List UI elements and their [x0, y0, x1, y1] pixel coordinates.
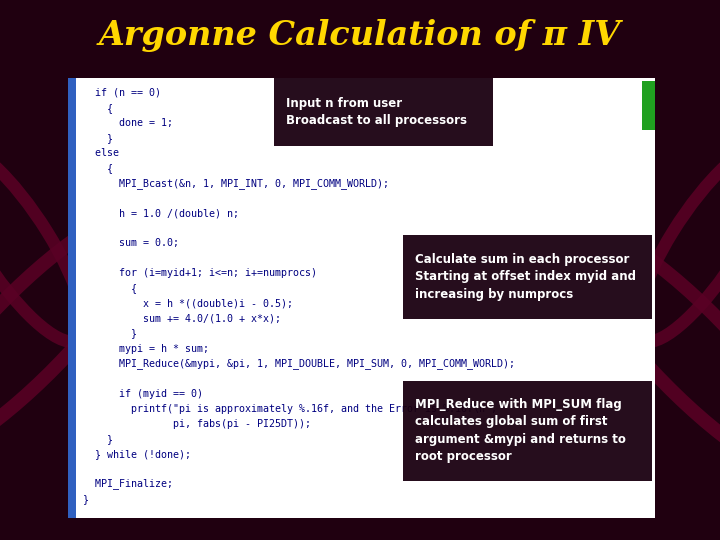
Text: Argonne Calculation of π IV: Argonne Calculation of π IV	[99, 18, 621, 52]
Text: else: else	[83, 148, 119, 158]
Text: pi, fabs(pi - PI25DT));: pi, fabs(pi - PI25DT));	[83, 419, 311, 429]
Text: MPI_Finalize;: MPI_Finalize;	[83, 478, 173, 489]
Text: }: }	[83, 494, 89, 504]
Text: } while (!done);: } while (!done);	[83, 449, 191, 459]
Text: sum = 0.0;: sum = 0.0;	[83, 238, 179, 248]
Text: x = h *((double)i - 0.5);: x = h *((double)i - 0.5);	[83, 299, 293, 308]
Text: done = 1;: done = 1;	[83, 118, 173, 128]
Text: mypi = h * sum;: mypi = h * sum;	[83, 343, 209, 354]
Text: if (n == 0): if (n == 0)	[83, 88, 161, 98]
Text: {: {	[83, 284, 137, 293]
Text: {: {	[83, 163, 113, 173]
FancyBboxPatch shape	[68, 78, 655, 518]
Text: sum += 4.0/(1.0 + x*x);: sum += 4.0/(1.0 + x*x);	[83, 314, 281, 323]
FancyBboxPatch shape	[68, 78, 76, 518]
FancyBboxPatch shape	[403, 235, 652, 319]
Text: Input n from user
Broadcast to all processors: Input n from user Broadcast to all proce…	[286, 97, 467, 127]
Text: }: }	[83, 434, 113, 444]
Text: for (i=myid+1; i<=n; i+=numprocs): for (i=myid+1; i<=n; i+=numprocs)	[83, 268, 317, 279]
Text: }: }	[83, 133, 113, 143]
Text: }: }	[83, 328, 137, 339]
Text: MPI_Bcast(&n, 1, MPI_INT, 0, MPI_COMM_WORLD);: MPI_Bcast(&n, 1, MPI_INT, 0, MPI_COMM_WO…	[83, 178, 389, 188]
Text: MPI_Reduce with MPI_SUM flag
calculates global sum of first
argument &mypi and r: MPI_Reduce with MPI_SUM flag calculates …	[415, 398, 626, 463]
Text: printf("pi is approximately %.16f, and the Error is %.16f\n",: printf("pi is approximately %.16f, and t…	[83, 404, 497, 414]
FancyBboxPatch shape	[403, 381, 652, 481]
Text: h = 1.0 /(double) n;: h = 1.0 /(double) n;	[83, 208, 239, 218]
Text: if (myid == 0): if (myid == 0)	[83, 389, 203, 399]
Text: MPI_Reduce(&mypi, &pi, 1, MPI_DOUBLE, MPI_SUM, 0, MPI_COMM_WORLD);: MPI_Reduce(&mypi, &pi, 1, MPI_DOUBLE, MP…	[83, 358, 515, 369]
FancyBboxPatch shape	[642, 81, 655, 130]
FancyBboxPatch shape	[274, 78, 493, 146]
Text: {: {	[83, 103, 113, 113]
Text: Calculate sum in each processor
Starting at offset index myid and
increasing by : Calculate sum in each processor Starting…	[415, 253, 636, 301]
